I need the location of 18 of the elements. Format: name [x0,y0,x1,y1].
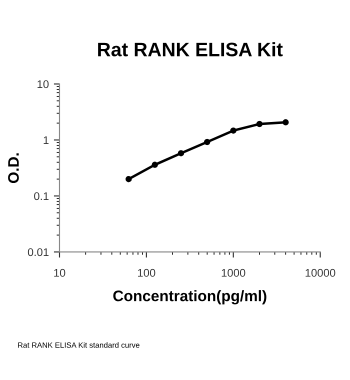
y-tick-label: 10 [38,80,49,88]
y-tick-label: 1 [44,136,49,144]
point [282,119,289,126]
x-axis-title: Concentration(pg/ml) [113,290,266,304]
chart-title: Rat RANK ELISA Kit [98,42,283,56]
point [204,138,210,146]
x-tick-label: 10 [54,268,66,277]
y-tick-label: 0.1 [34,192,49,200]
point [126,176,132,182]
point [152,162,158,168]
point [178,150,184,156]
x-tick-label: 100 [138,268,156,277]
x-tick-label: 10000 [306,268,336,277]
point [256,120,263,128]
y-axis-title: O.D. [8,153,19,184]
y-tick-label: 0.01 [28,248,49,256]
point [230,127,236,134]
x-tick-label: 1000 [222,268,246,277]
